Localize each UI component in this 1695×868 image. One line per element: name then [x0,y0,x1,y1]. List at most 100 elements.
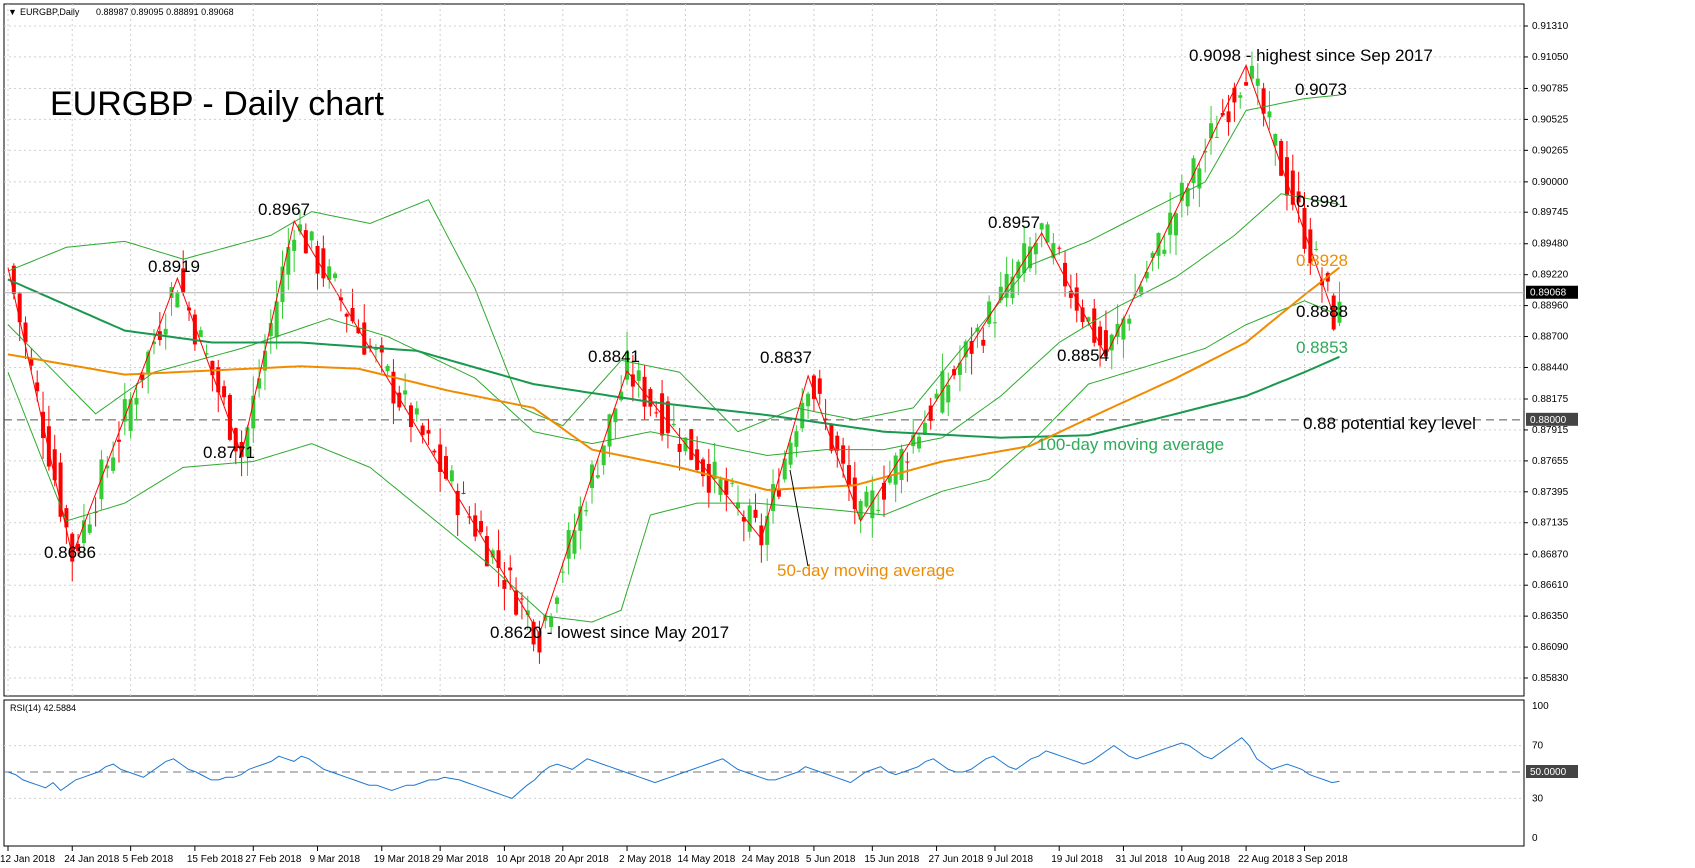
candle-body [514,590,519,615]
y-tick-label: 0.91050 [1532,52,1569,63]
candle-body [1261,88,1266,114]
x-tick-label: 5 Jun 2018 [806,854,856,865]
candle-body [128,399,133,431]
candle-body [1098,326,1103,346]
candle-body [940,371,945,413]
candle-body [619,391,624,401]
candle-body [449,470,454,482]
candle-body [998,286,1003,301]
chart-title: EURGBP - Daily chart [50,85,384,123]
candle-body [1232,87,1237,103]
y-tick-label: 0.90265 [1532,145,1569,156]
candle-body [327,266,332,280]
annotation-label: 0.8919 [148,257,200,276]
x-tick-label: 27 Jun 2018 [929,854,984,865]
main-panel-frame [3,3,1525,697]
candle-body [245,427,250,457]
symbol-dropdown-icon[interactable]: ▼ [8,7,17,17]
candle-body [654,412,659,414]
candle-body [887,475,892,483]
candle-body [753,509,758,518]
x-tick-label: 14 May 2018 [677,854,735,865]
candle-body [677,443,682,452]
candle-body [192,314,197,345]
x-tick-label: 15 Jun 2018 [864,854,919,865]
candle-body [239,441,244,457]
candle-body [899,448,904,481]
y-tick-label: 0.90785 [1532,83,1569,94]
annotation-label: 0.8686 [44,543,96,562]
candle-body [1308,229,1313,264]
candle-body [397,392,402,408]
candle-body [1103,330,1108,357]
candle-body [841,445,846,464]
candle-body [800,402,805,429]
candle-body [408,405,413,428]
candle-body [1203,150,1208,153]
candle-body [595,475,600,478]
candle-body [181,268,186,293]
candle-body [741,517,746,522]
candle-body [963,341,968,358]
annotation-label: 0.8620 - lowest since May 2017 [490,623,729,642]
annotation-label: 0.8853 [1296,338,1348,357]
candle-body [76,544,81,551]
candle-body [251,395,256,429]
candles [11,51,1342,664]
zigzag-line [7,63,1335,636]
candle-body [1028,246,1032,269]
candle-body [712,461,717,479]
candle-body [893,455,898,485]
candle-body [736,502,740,509]
candle-body [52,449,57,481]
candle-body [502,579,507,589]
candle-body [1191,158,1196,184]
rsi-tick-label: 0 [1532,833,1538,844]
candle-body [303,230,308,254]
candle-body [846,465,851,486]
candle-body [636,370,641,381]
y-tick-label: 0.87395 [1532,487,1569,498]
candle-body [1244,82,1249,86]
time-axis: 12 Jan 2018 24 Jan 2018 5 Feb 2018 15 Feb 2… [0,846,1348,865]
candle-body [1138,286,1143,294]
candle-body [1144,271,1149,279]
candle-body [29,358,34,366]
bollinger-mid-line [7,193,1340,457]
rsi-tick-label: 30 [1532,793,1544,804]
rsi-panel-frame [3,699,1525,847]
candle-body [1092,308,1097,343]
candle-body [759,525,764,546]
candle-body [268,322,273,337]
candle-body [946,384,951,403]
candle-body [1255,78,1260,86]
candle-body [257,378,262,389]
candle-body [811,375,816,400]
candle-body [1010,276,1015,299]
x-tick-label: 3 Sep 2018 [1296,854,1348,865]
candle-body [286,246,291,275]
x-tick-label: 15 Feb 2018 [187,854,244,865]
candle-body [882,482,886,500]
candle-body [566,530,571,559]
candle-body [64,508,69,528]
candle-body [1302,207,1307,249]
candle-body [298,224,302,232]
candle-body [607,414,612,447]
candle-body [455,490,460,516]
annotation-label: 0.8888 [1296,302,1348,321]
candle-body [788,442,793,465]
candle-body [175,292,180,308]
candle-body [549,616,554,628]
candle-body [222,386,227,398]
x-tick-label: 27 Feb 2018 [245,854,302,865]
ma50-line [7,266,1341,492]
x-tick-label: 19 Mar 2018 [374,854,431,865]
candle-body [724,480,729,495]
candle-body [426,430,431,434]
y-tick-label: 0.85830 [1532,673,1569,684]
candle-body [479,521,484,533]
candle-body [1080,307,1085,323]
